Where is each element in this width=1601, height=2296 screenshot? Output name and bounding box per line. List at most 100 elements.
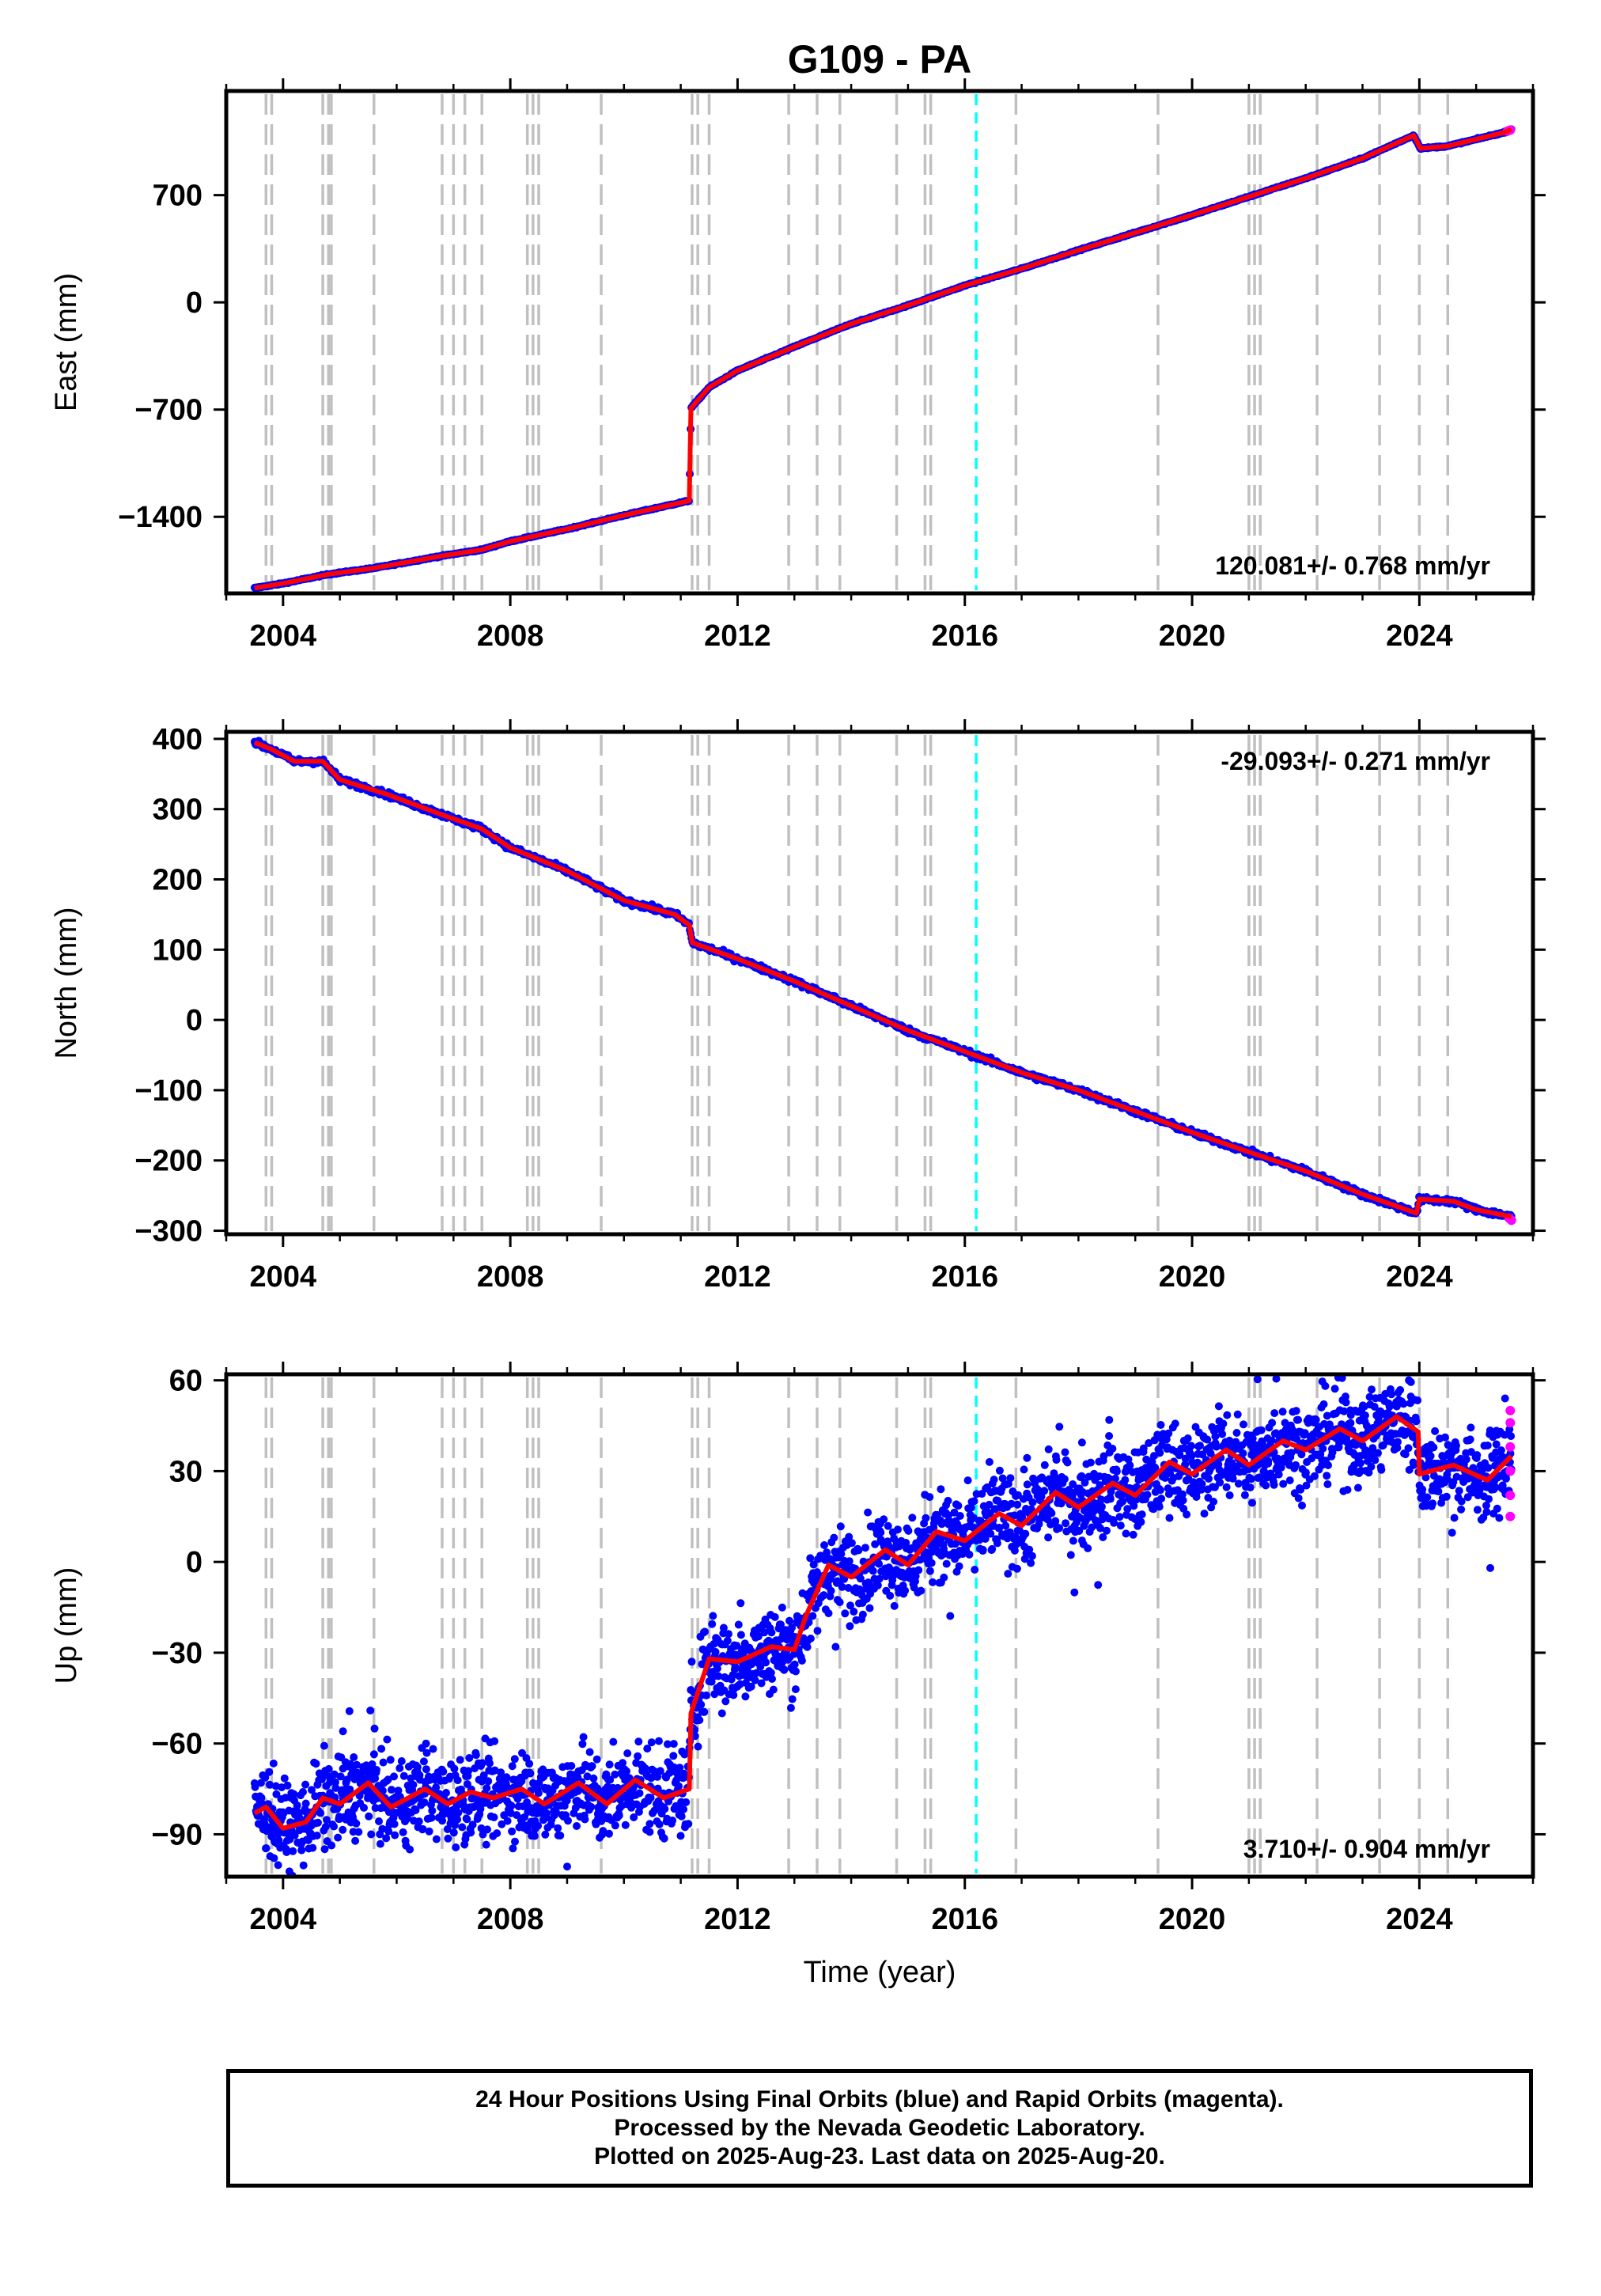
final-orbit-point (336, 1772, 345, 1781)
final-orbit-point (351, 1836, 360, 1845)
y-tick-label: −200 (134, 1145, 202, 1178)
x-tick-label: 2008 (477, 1260, 544, 1294)
final-orbit-point (350, 1753, 358, 1761)
final-orbit-point (308, 1786, 316, 1794)
final-orbit-point (995, 1523, 1004, 1532)
final-orbit-point (463, 1815, 471, 1824)
final-orbit-point (293, 1801, 301, 1809)
final-orbit-point (320, 1741, 328, 1750)
final-orbit-point (803, 1642, 812, 1651)
final-orbit-point (682, 1798, 691, 1806)
final-orbit-point (684, 1820, 693, 1828)
final-orbit-point (809, 1560, 818, 1569)
final-orbit-point (747, 1682, 755, 1691)
final-orbit-point (942, 1559, 951, 1568)
final-orbit-point (993, 1539, 1001, 1548)
final-orbit-point (967, 1503, 975, 1512)
final-orbit-point (330, 1770, 339, 1779)
final-orbit-point (411, 1806, 420, 1814)
final-orbit-point (420, 1798, 429, 1807)
final-orbit-point (339, 1825, 347, 1834)
final-orbit-point (509, 1844, 517, 1853)
final-orbit-point (995, 1466, 1004, 1475)
final-orbit-point (669, 1752, 678, 1760)
final-orbit-point (925, 1567, 934, 1575)
final-orbit-point (321, 1823, 330, 1831)
final-orbit-point (534, 1789, 543, 1798)
final-orbit-point (751, 1676, 759, 1684)
final-orbit-point (806, 1554, 815, 1563)
final-orbit-point (274, 1836, 283, 1845)
final-orbit-point (714, 1672, 723, 1680)
final-orbit-point (865, 1604, 874, 1612)
final-orbit-point (837, 1550, 846, 1559)
final-orbit-point (732, 1642, 741, 1650)
final-orbit-point (334, 1833, 343, 1842)
final-orbit-point (668, 1817, 677, 1824)
final-orbit-point (497, 1768, 505, 1777)
final-orbit-point (645, 1828, 654, 1836)
final-orbit-point (502, 1773, 511, 1782)
final-orbit-point (785, 1616, 793, 1625)
final-orbit-point (367, 1830, 376, 1839)
model-fit-line (253, 740, 1512, 1219)
final-orbit-point (452, 1802, 461, 1811)
final-orbit-point (453, 1776, 462, 1785)
final-orbit-point (998, 1474, 1007, 1483)
final-orbit-point (316, 1809, 325, 1817)
final-orbit-point (762, 1658, 770, 1667)
plot-frame (224, 729, 1535, 1237)
y-tick-label: 100 (153, 934, 202, 967)
final-orbit-point (1081, 1478, 1089, 1487)
final-orbit-point (289, 1847, 297, 1855)
final-orbit-point (914, 1566, 923, 1574)
final-orbit-point (490, 1813, 498, 1821)
final-orbit-point (500, 1811, 509, 1820)
final-orbit-point (536, 1809, 545, 1817)
final-orbit-point (646, 1794, 655, 1802)
y-tick-label: −100 (134, 1074, 202, 1108)
final-orbit-point (1001, 1521, 1010, 1530)
final-orbit-point (1028, 1498, 1037, 1506)
final-orbit-point (937, 1485, 945, 1494)
final-orbit-point (465, 1754, 474, 1762)
final-orbit-point (425, 1827, 433, 1836)
final-orbit-point (530, 1832, 539, 1840)
final-orbit-point (886, 1591, 895, 1600)
final-orbit-point (1052, 1456, 1061, 1464)
final-orbit-point (634, 1737, 643, 1746)
final-orbit-point (986, 1529, 995, 1538)
final-orbit-point (770, 1612, 779, 1621)
final-orbit-point (970, 1497, 978, 1506)
final-orbit-point (397, 1757, 406, 1765)
final-orbit-point (588, 1762, 596, 1771)
final-orbit-point (282, 1848, 291, 1856)
final-orbit-point (290, 1790, 298, 1798)
final-orbit-point (484, 1777, 493, 1786)
final-orbit-point (444, 1834, 452, 1843)
final-orbit-point (1066, 1551, 1075, 1559)
final-orbit-point (676, 1764, 684, 1772)
final-orbit-point (1075, 1527, 1084, 1535)
final-orbit-point (312, 1760, 320, 1768)
final-orbit-point (427, 1813, 436, 1822)
final-orbit-point (1084, 1544, 1092, 1552)
x-tick-label: 2024 (1386, 1260, 1453, 1294)
final-orbit-point (710, 1690, 719, 1699)
final-orbit-point (875, 1559, 884, 1568)
final-orbit-point (925, 1493, 934, 1502)
final-orbit-point (573, 1822, 581, 1830)
final-orbit-point (579, 1733, 588, 1741)
final-orbit-point (838, 1582, 846, 1591)
final-orbit-point (493, 1829, 501, 1838)
final-orbit-point (864, 1508, 872, 1517)
final-orbit-point (258, 1799, 267, 1808)
rate-annotation: 120.081+/- 0.768 mm/yr (1215, 551, 1490, 580)
final-orbit-point (701, 1627, 709, 1636)
final-orbit-point (756, 1662, 765, 1671)
final-orbit-point (635, 1789, 644, 1798)
final-orbit-point (297, 1846, 306, 1855)
final-orbit-series (250, 737, 1516, 1222)
final-orbit-series (250, 125, 1516, 592)
x-tick-label: 2004 (250, 1260, 317, 1294)
